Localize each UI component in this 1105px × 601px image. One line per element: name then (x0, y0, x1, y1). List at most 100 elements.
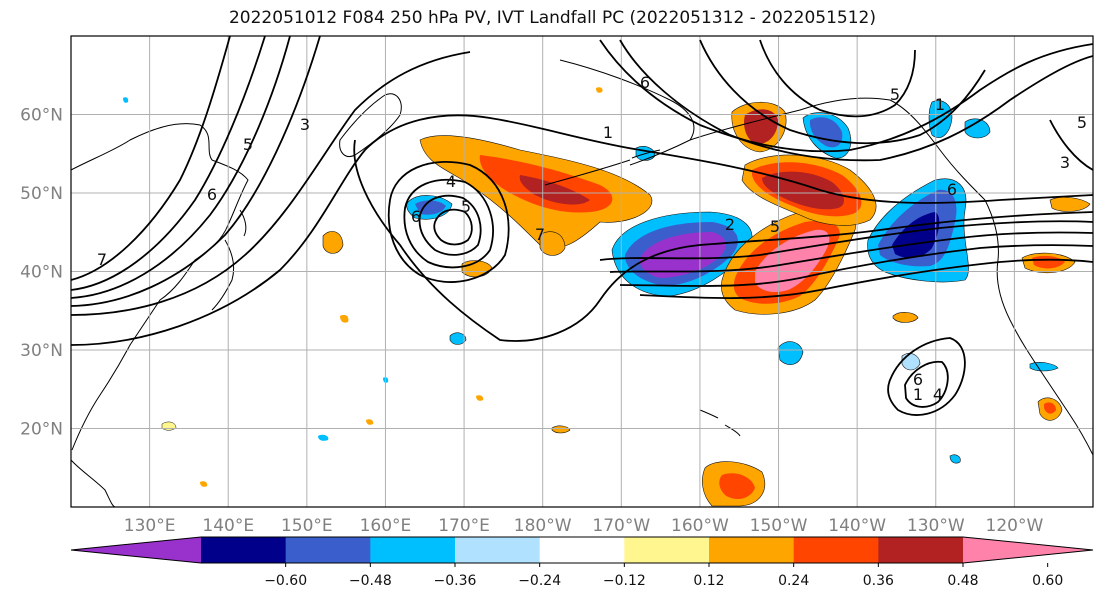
colorbar-segment (455, 537, 541, 563)
positive-anomaly-region (476, 395, 484, 401)
colorbar-tick-label: −0.60 (264, 573, 307, 589)
contour-label: 3 (1060, 153, 1070, 172)
positive-anomaly-region (1044, 402, 1056, 414)
lat-tick-label: 60°N (20, 106, 63, 126)
pv-contour-line (599, 220, 1093, 261)
contour-label: 5 (243, 135, 253, 154)
contour-label: 7 (97, 250, 107, 269)
colorbar-extend-high (963, 537, 1093, 563)
pv-contour-line (418, 194, 482, 256)
pv-contour-line (71, 36, 266, 291)
positive-anomaly-region (340, 314, 349, 323)
contour-label: 6 (640, 73, 650, 92)
lon-tick-label: 140°E (202, 516, 254, 536)
positive-anomaly-region (322, 231, 344, 254)
positive-anomaly-region (200, 481, 208, 487)
lat-tick-label: 20°N (20, 420, 63, 440)
colorbar-tick-label: 0.12 (693, 573, 724, 589)
north-america-coastline (984, 199, 1093, 456)
lat-tick-label: 40°N (20, 263, 63, 283)
contour-label: 6 (913, 370, 923, 389)
lon-tick-label: 170°W (592, 516, 650, 536)
contour-label: 5 (1077, 113, 1087, 132)
negative-anomaly-region (449, 332, 467, 345)
colorbar-tick-label: −0.48 (349, 573, 392, 589)
japan-islands (211, 209, 247, 311)
pv-contour-line (71, 36, 321, 307)
longitude-labels: 130°E 140°E 150°E 160°E 170°E 180°W 170°W 160°W… (124, 516, 1044, 536)
pv-contour-line (759, 39, 916, 118)
contour-label: 6 (411, 207, 421, 226)
positive-anomaly-region (161, 421, 177, 431)
latitude-labels: 20°N 30°N 40°N 50°N 60°N (20, 106, 63, 440)
colorbar-segment (878, 537, 964, 563)
pv-contour-line (433, 208, 473, 246)
hawaii-islands (699, 409, 741, 437)
colorbar-segment (539, 537, 625, 563)
pv-contour-line (353, 139, 1093, 342)
lat-tick-label: 30°N (20, 341, 63, 361)
lon-tick-label: 130°W (907, 516, 965, 536)
positive-anomaly-region (719, 473, 755, 500)
colorbar-segment (624, 537, 710, 563)
colorbar-segment (709, 537, 795, 563)
contour-label: 3 (300, 115, 310, 134)
plot-frame (70, 35, 1094, 508)
colorbar-extend-low (71, 537, 201, 563)
positive-anomaly-region (755, 229, 830, 293)
positive-anomaly-region (366, 419, 374, 425)
pv-contour-line (1049, 119, 1093, 171)
contour-label: 5 (770, 217, 780, 236)
pv-contour-line (71, 36, 231, 281)
pv-contour-line (619, 244, 1093, 287)
contour-label: 7 (535, 225, 545, 244)
contour-label: 5 (461, 197, 471, 216)
negative-anomaly-region (809, 117, 843, 148)
pv-contour-line (699, 39, 986, 145)
positive-anomaly-region (762, 171, 844, 210)
lon-tick-label: 180°W (514, 516, 572, 536)
contour-label: 2 (725, 215, 735, 234)
lat-tick-label: 50°N (20, 184, 63, 204)
colorbar-tick-label: −0.12 (603, 573, 646, 589)
colorbar-segment (370, 537, 456, 563)
pv-contour-line (71, 114, 1093, 346)
negative-anomaly-region (1029, 362, 1059, 372)
colorbar-tick-label: −0.24 (518, 573, 561, 589)
positive-anomaly-region (892, 312, 919, 323)
positive-anomaly-region (596, 87, 603, 93)
pv-contour-line (71, 36, 291, 299)
colorbar-segment (793, 537, 879, 563)
lon-tick-label: 160°W (671, 516, 729, 536)
contour-label: 1 (913, 385, 923, 404)
contour-label: 6 (947, 180, 957, 199)
contour-label: 5 (890, 85, 900, 104)
pv-contour-line (887, 337, 966, 416)
colorbar-outline (70, 536, 1094, 564)
contour-label: 6 (207, 185, 217, 204)
pv-contours (71, 36, 1093, 416)
colorbar-segment (201, 537, 287, 563)
lon-tick-label: 120°W (986, 516, 1044, 536)
contour-label: 1 (603, 123, 613, 142)
contour-label: 4 (933, 385, 943, 404)
contour-label: 4 (446, 172, 456, 191)
lon-tick-label: 150°W (750, 516, 808, 536)
positive-anomaly-region (551, 425, 571, 434)
colorbar-tick-label: 0.60 (1032, 573, 1063, 589)
colorbar: −0.60 −0.48 −0.36 −0.24 −0.12 0.12 0.24 0.36 0.4… (70, 536, 1094, 589)
lon-tick-label: 160°E (360, 516, 412, 536)
contour-label: 1 (935, 95, 945, 114)
lon-tick-label: 140°W (828, 516, 886, 536)
positive-anomaly-region (519, 175, 590, 205)
figure-title: 2022051012 F084 250 hPa PV, IVT Landfall… (228, 8, 876, 28)
lon-tick-label: 170°E (438, 516, 490, 536)
pv-contour-line (387, 161, 510, 283)
negative-anomaly-region (928, 100, 953, 138)
negative-anomaly-region (777, 341, 804, 365)
pv-contour-line (639, 258, 1093, 300)
pv-contour-line (599, 39, 1093, 153)
asia-coastline (71, 459, 116, 507)
colorbar-segment (285, 537, 371, 563)
negative-anomaly-region (639, 232, 726, 278)
